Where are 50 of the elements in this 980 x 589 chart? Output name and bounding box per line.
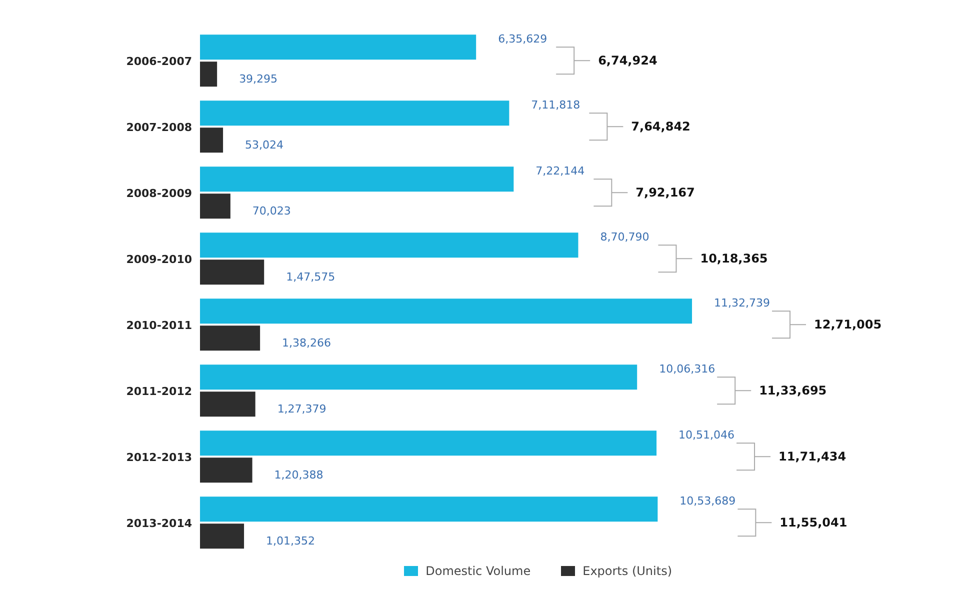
data-label: 10,53,689 (680, 494, 736, 508)
bar (200, 100, 510, 126)
bar (200, 364, 638, 390)
data-label: 39,295 (239, 72, 278, 86)
data-label: 11,32,739 (714, 296, 770, 310)
y-tick-label: 2009-2010 (126, 252, 192, 266)
bar (200, 260, 264, 285)
data-label: 6,35,629 (498, 32, 548, 46)
data-label: 7,11,818 (531, 98, 580, 112)
data-label: 70,023 (252, 204, 291, 218)
bar (200, 34, 476, 60)
y-tick-label: 2006-2007 (126, 54, 192, 68)
bar (200, 326, 260, 351)
data-label: 7,22,144 (536, 164, 585, 178)
bar (200, 496, 658, 522)
data-label: 1,38,266 (282, 336, 332, 350)
y-tick-label: 2007-2008 (126, 120, 192, 134)
text: 11,71,434 (778, 450, 846, 464)
data-label: 8,70,790 (600, 230, 650, 244)
bar (200, 166, 514, 192)
bar (200, 194, 230, 219)
bar (200, 430, 657, 456)
data-label: 10,06,316 (659, 362, 716, 376)
bar (200, 128, 224, 153)
data-label: 1,20,388 (274, 468, 324, 482)
data-label: 1,47,575 (286, 270, 336, 284)
text: 11,55,041 (780, 516, 848, 530)
text: 12,71,005 (814, 318, 882, 332)
annotation: 6,74,924 (598, 54, 658, 68)
annotation: 7,92,167 (636, 186, 695, 200)
y-tick-label: 2008-2009 (126, 186, 192, 200)
y-tick-label: 2012-2013 (126, 450, 192, 464)
legend-label: Domestic Volume (426, 564, 531, 578)
bar (200, 232, 578, 258)
data-label: 1,27,379 (277, 402, 326, 416)
bar (200, 524, 244, 549)
data-label: 1,01,352 (266, 534, 316, 548)
bar (200, 62, 218, 87)
text: 10,18,365 (700, 252, 768, 266)
legend-label: Exports (Units) (582, 564, 672, 578)
y-tick-label: 2013-2014 (126, 516, 192, 530)
data-label: 53,024 (245, 138, 284, 152)
data-label: 10,51,046 (678, 428, 734, 442)
bar (200, 458, 252, 483)
y-tick-label: 2010-2011 (126, 318, 192, 332)
bar (200, 392, 256, 417)
annotation: 7,64,842 (631, 120, 690, 134)
text: 11,33,695 (759, 384, 827, 398)
y-tick-label: 2011-2012 (126, 384, 192, 398)
bar (200, 298, 692, 324)
